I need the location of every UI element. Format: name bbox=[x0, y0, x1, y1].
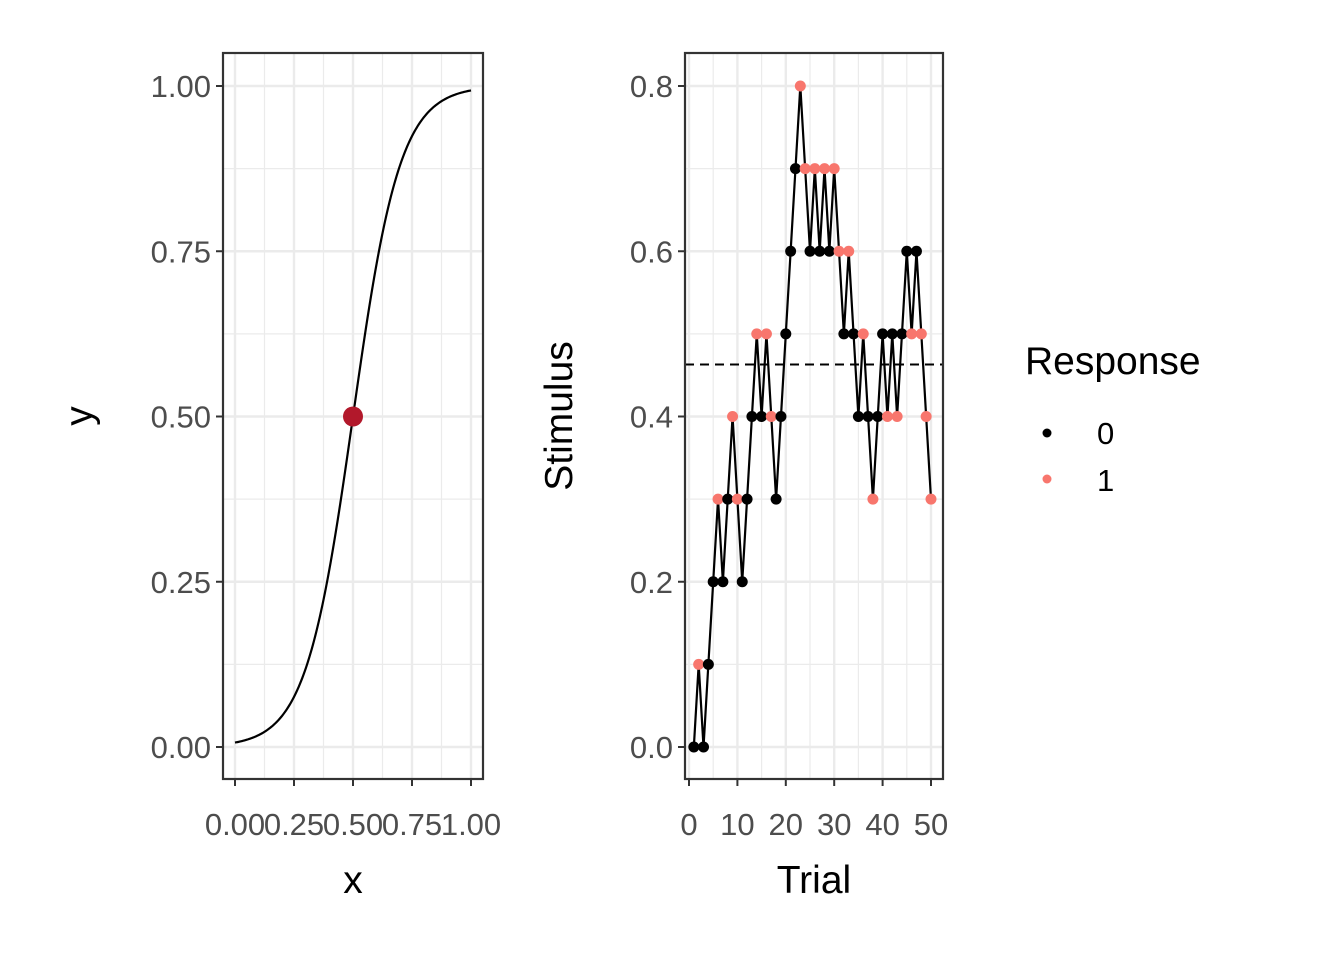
legend-key-0 bbox=[1042, 428, 1052, 438]
trial-point-response-0 bbox=[814, 245, 826, 257]
trial-point-response-0 bbox=[848, 328, 860, 340]
trial-point-response-1 bbox=[799, 163, 811, 175]
trial-point-response-0 bbox=[886, 328, 898, 340]
trial-point-response-0 bbox=[804, 245, 816, 257]
x-tick-label: 40 bbox=[865, 807, 899, 842]
trial-point-response-0 bbox=[736, 576, 748, 588]
x-tick-label: 0 bbox=[680, 807, 697, 842]
trial-point-response-0 bbox=[756, 411, 768, 422]
legend-label-1: 1 bbox=[1097, 463, 1114, 498]
staircase-line bbox=[692, 85, 933, 748]
trial-point-response-0 bbox=[838, 328, 850, 340]
trial-point-response-1 bbox=[712, 493, 724, 505]
trial-point-response-1 bbox=[843, 245, 855, 257]
legend-key-1 bbox=[1042, 474, 1052, 484]
trial-point-response-0 bbox=[746, 411, 758, 422]
trial-point-response-1 bbox=[920, 411, 932, 422]
x-tick-label: 0.00 bbox=[205, 807, 265, 842]
trial-point-response-1 bbox=[857, 328, 869, 340]
psychometric-panel: 0.000.000.250.250.500.500.750.751.001.00… bbox=[58, 51, 501, 902]
trial-point-response-0 bbox=[785, 245, 797, 257]
x-tick-label: 10 bbox=[720, 807, 754, 842]
trial-point-response-1 bbox=[731, 493, 743, 505]
trial-point-response-1 bbox=[727, 411, 739, 422]
trial-point-response-1 bbox=[760, 328, 772, 340]
trial-point-response-0 bbox=[823, 245, 835, 257]
y-axis-title: Stimulus bbox=[538, 341, 581, 491]
trial-point-response-0 bbox=[780, 328, 792, 340]
trial-point-response-1 bbox=[915, 328, 927, 340]
trial-point-response-0 bbox=[896, 328, 908, 340]
trial-point-response-0 bbox=[722, 493, 734, 505]
trial-point-response-1 bbox=[693, 658, 705, 670]
response-legend: Response 0 1 bbox=[1025, 340, 1201, 498]
staircase-panel: 0 10 20 30 40 50 0.0 0.2 0.4 0.6 0.8 Trial Stimulus bbox=[538, 51, 948, 902]
trial-point-response-1 bbox=[925, 493, 937, 505]
y-tick-label: 0.2 bbox=[630, 565, 673, 600]
x-tick-label: 20 bbox=[769, 807, 803, 842]
x-tick-label: 30 bbox=[817, 807, 851, 842]
y-tick-label: 0.0 bbox=[630, 730, 673, 765]
y-tick-label: 0.25 bbox=[151, 565, 211, 600]
y-tick-label: 1.00 bbox=[151, 69, 211, 104]
trial-point-response-1 bbox=[891, 411, 903, 422]
x-tick-label: 0.50 bbox=[323, 807, 383, 842]
x-tick-label: 0.25 bbox=[264, 807, 324, 842]
x-axis-title: x bbox=[343, 859, 363, 902]
trial-point-response-0 bbox=[741, 493, 753, 505]
panel-border bbox=[683, 51, 945, 781]
trial-point-response-0 bbox=[789, 163, 801, 175]
y-tick-label: 0.50 bbox=[151, 400, 211, 435]
x-tick-label: 0.75 bbox=[382, 807, 442, 842]
trial-point-response-0 bbox=[707, 576, 719, 588]
panel-border bbox=[221, 51, 485, 781]
y-tick-label: 0.8 bbox=[630, 69, 673, 104]
trial-point-response-0 bbox=[702, 658, 714, 670]
trial-point-response-1 bbox=[794, 80, 806, 92]
trial-point-response-1 bbox=[819, 163, 831, 175]
legend-title: Response bbox=[1025, 340, 1201, 383]
threshold-point bbox=[343, 406, 363, 427]
trial-point-response-1 bbox=[809, 163, 821, 175]
trial-point-response-1 bbox=[881, 411, 893, 422]
trial-point-response-0 bbox=[872, 411, 884, 422]
trial-point-response-1 bbox=[906, 328, 918, 340]
trial-point-response-0 bbox=[910, 245, 922, 257]
trial-point-response-0 bbox=[901, 245, 913, 257]
trial-point-response-1 bbox=[751, 328, 763, 340]
y-axis-title: y bbox=[58, 406, 101, 426]
trial-point-response-0 bbox=[717, 576, 729, 588]
y-tick-label: 0.4 bbox=[630, 400, 673, 435]
trial-point-response-0 bbox=[877, 328, 889, 340]
trial-point-response-1 bbox=[833, 245, 845, 257]
trial-point-response-0 bbox=[862, 411, 874, 422]
x-axis-title: Trial bbox=[777, 859, 851, 902]
trial-point-response-1 bbox=[867, 493, 879, 505]
trial-point-response-0 bbox=[698, 741, 710, 753]
trial-point-response-0 bbox=[770, 493, 782, 505]
trial-point-response-0 bbox=[852, 411, 864, 422]
trial-point-response-1 bbox=[828, 163, 840, 175]
x-tick-label: 1.00 bbox=[441, 807, 501, 842]
trial-point-response-0 bbox=[775, 411, 787, 422]
y-tick-label: 0.00 bbox=[151, 730, 211, 765]
trial-point-response-0 bbox=[688, 741, 700, 753]
x-tick-label: 50 bbox=[914, 807, 948, 842]
y-tick-label: 0.6 bbox=[630, 234, 673, 269]
trial-point-response-1 bbox=[765, 411, 777, 422]
legend-label-0: 0 bbox=[1097, 416, 1114, 451]
y-tick-label: 0.75 bbox=[151, 234, 211, 269]
